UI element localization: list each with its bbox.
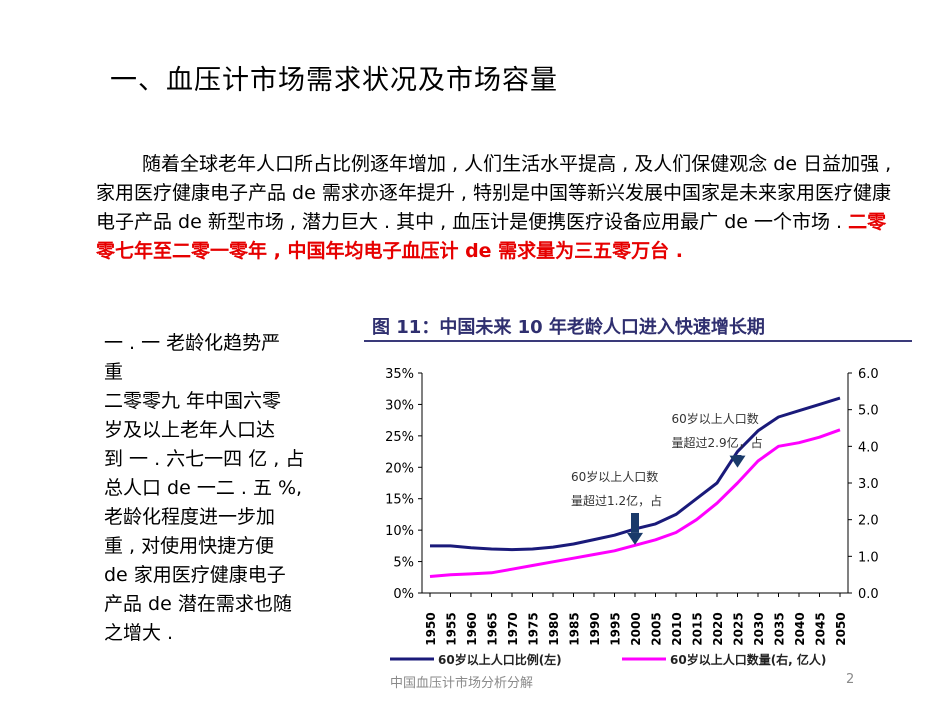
x-tick-label: 1980: [547, 612, 561, 645]
footer-text: 中国血压计市场分析分解: [390, 676, 534, 691]
side-text: 一 . 一 老龄化趋势严 重 二零零九 年中国六零 岁及以上老年人口达 到 一 …: [104, 329, 336, 648]
annotation-label: 量超过2.9亿，占: [672, 435, 763, 450]
left-tick-label: 10%: [385, 524, 414, 539]
elderly-population-chart: 35% 30% 25% 20% 15% 10% 5% 0% 6.0 5.0 4.0 3.0 2.0 1.0…: [385, 367, 879, 667]
side-line: 重: [104, 361, 124, 383]
paragraph-text: 随着全球老年人口所占比例逐年增加 , 人们生活水平提高 , 及人们保健观念 de…: [96, 153, 892, 233]
x-tick-label: 2000: [629, 612, 643, 645]
x-tick-label: 1960: [465, 612, 479, 645]
side-line: 二零零九 年中国六零: [104, 390, 282, 412]
right-tick-label: 4.0: [858, 440, 879, 455]
annotation-arrow-head: [729, 455, 746, 468]
intro-paragraph: 随着全球老年人口所占比例逐年增加 , 人们生活水平提高 , 及人们保健观念 de…: [96, 150, 896, 266]
side-line: 到 一 . 六七一四 亿 , 占: [104, 448, 305, 470]
left-tick-label: 25%: [385, 430, 414, 445]
legend-ratio-label: 60岁以上人口比例(左): [438, 652, 562, 667]
page-number: 2: [846, 672, 855, 687]
annotation-label: 60岁以上人口数: [672, 411, 759, 426]
annotation-label: 60岁以上人口数: [571, 469, 658, 484]
slide-title: 一、血压计市场需求状况及市场容量: [110, 65, 558, 96]
right-tick-label: 3.0: [858, 477, 879, 492]
x-tick-label: 1975: [527, 612, 541, 645]
x-tick-label: 1995: [609, 612, 623, 645]
side-line: 岁及以上老年人口达: [104, 419, 276, 441]
side-line: 老龄化程度进一步加: [104, 506, 276, 528]
x-tick-label: 2005: [650, 612, 664, 645]
chart-title: 图 11：中国未来 10 年老龄人口进入快速增长期: [372, 317, 765, 338]
left-tick-label: 35%: [385, 367, 414, 382]
x-tick-label: 1955: [445, 612, 459, 645]
side-line: de 家用医疗健康电子: [104, 564, 286, 586]
left-tick-label: 0%: [393, 587, 414, 602]
x-tick-label: 2040: [793, 612, 807, 645]
left-tick-label: 15%: [385, 493, 414, 508]
x-tick-label: 2010: [670, 612, 684, 645]
x-tick-label: 2045: [814, 612, 828, 645]
x-tick-label: 2020: [711, 612, 725, 645]
x-tick-label: 1990: [588, 612, 602, 645]
x-tick-label: 2015: [691, 612, 705, 645]
paragraph-highlight: 二零零七年至二零一零年 , 中国年均电子血压计 de 需求量为三五零万台 .: [96, 211, 887, 262]
x-tick-label: 2030: [752, 612, 766, 645]
left-tick-label: 20%: [385, 461, 414, 476]
x-tick-label: 2050: [834, 612, 848, 645]
left-tick-label: 5%: [393, 556, 414, 571]
x-tick-label: 1950: [424, 612, 438, 645]
left-tick-label: 30%: [385, 398, 414, 413]
side-line: 重 , 对使用快捷方便: [104, 535, 275, 557]
x-tick-label: 1970: [506, 612, 520, 645]
side-line: 产品 de 潜在需求也随: [104, 593, 292, 615]
x-tick-label: 2035: [773, 612, 787, 645]
annotation-arrow-head: [627, 532, 643, 545]
count-series-line: [429, 428, 841, 578]
side-line: 一 . 一 老龄化趋势严: [104, 332, 281, 354]
legend-count-label: 60岁以上人口数量(右, 亿人): [670, 652, 826, 667]
right-tick-label: 2.0: [858, 514, 879, 529]
right-tick-label: 5.0: [858, 404, 879, 419]
right-tick-label: 6.0: [858, 367, 879, 382]
annotation-arrow-shaft: [631, 513, 639, 533]
chart-title-bar: [364, 311, 912, 342]
right-tick-label: 1.0: [858, 550, 879, 565]
x-tick-label: 1965: [486, 612, 500, 645]
x-tick-label: 2025: [732, 612, 746, 645]
side-line: 之增大 .: [104, 622, 174, 644]
right-tick-label: 0.0: [858, 587, 879, 602]
x-tick-label: 1985: [568, 612, 582, 645]
annotation-label: 量超过1.2亿，占: [571, 493, 662, 508]
side-line: 总人口 de 一二 . 五 %,: [104, 477, 303, 499]
